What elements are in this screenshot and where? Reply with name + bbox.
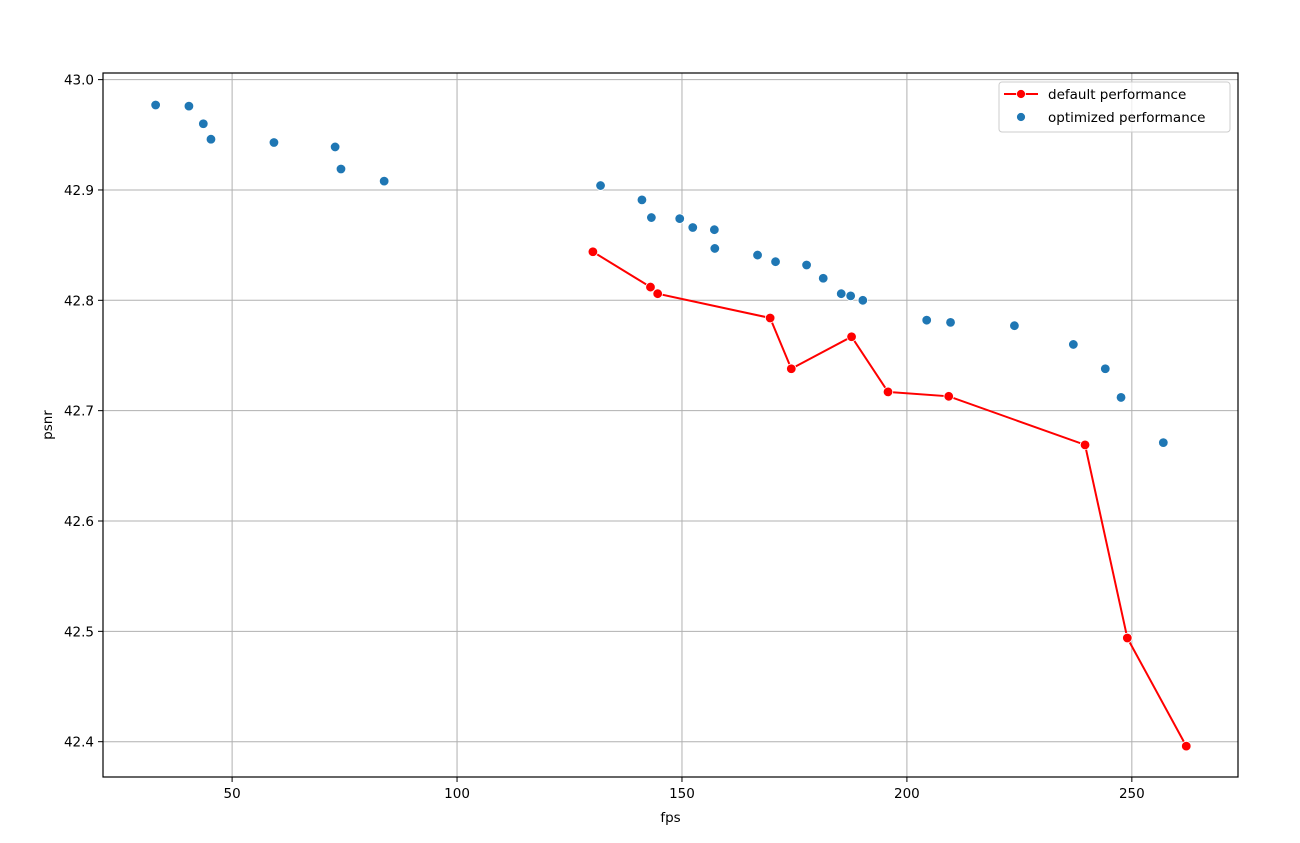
y-tick-label: 43.0	[64, 73, 94, 89]
legend-box	[998, 81, 1231, 133]
data-point	[845, 290, 856, 302]
y-axis-label: psnr	[40, 410, 56, 440]
data-point	[329, 141, 341, 153]
data-point	[818, 273, 829, 284]
y-tick-label: 42.6	[64, 514, 94, 530]
data-point	[587, 246, 599, 257]
legend: default performance optimized performanc…	[998, 81, 1231, 133]
grid-lines	[103, 73, 1238, 777]
data-point	[943, 391, 954, 402]
data-point	[921, 314, 932, 326]
data-point	[752, 249, 763, 261]
data-point	[709, 243, 721, 254]
data-point	[205, 134, 217, 145]
data-point	[595, 180, 606, 191]
x-axis-label: fps	[660, 810, 680, 826]
data-point	[801, 259, 812, 271]
x-tick-label: 250	[1119, 786, 1145, 802]
data-point	[183, 100, 195, 112]
data-point	[674, 213, 685, 224]
legend-item-optimized: optimized performance	[1016, 110, 1206, 126]
data-point	[857, 295, 869, 306]
plot-area	[150, 99, 1192, 752]
data-point	[709, 224, 720, 235]
series-default-performance	[587, 246, 1192, 752]
series-optimized-performance	[150, 99, 1169, 448]
data-point	[335, 163, 347, 175]
data-point	[1009, 320, 1020, 331]
x-tick-label: 200	[894, 786, 920, 802]
data-point	[1100, 363, 1111, 374]
data-point	[687, 222, 698, 233]
data-point	[150, 99, 161, 111]
x-tick-label: 50	[224, 786, 241, 802]
x-tick-label: 150	[669, 786, 695, 802]
legend-red-dot-icon	[1016, 89, 1026, 99]
data-point	[770, 256, 781, 267]
data-point	[1068, 339, 1079, 350]
data-point	[764, 312, 776, 324]
data-point	[1079, 439, 1091, 451]
data-point	[652, 288, 663, 299]
data-point	[198, 118, 209, 129]
data-point	[846, 331, 857, 342]
data-point	[646, 212, 657, 223]
data-point	[1158, 437, 1169, 448]
y-tick-label: 42.8	[64, 293, 94, 309]
y-tick-label: 42.9	[64, 183, 94, 199]
data-point	[645, 281, 656, 293]
y-tick-label: 42.5	[64, 624, 94, 640]
data-point	[268, 137, 280, 148]
y-tick-label: 42.4	[64, 735, 94, 751]
data-point	[1181, 740, 1192, 752]
data-point	[786, 363, 797, 374]
data-point	[945, 317, 956, 328]
data-point	[636, 194, 648, 206]
x-tick-label: 100	[444, 786, 470, 802]
y-tick-label: 42.7	[64, 404, 94, 420]
x-axis-ticks: 50 100 150 200 250	[224, 777, 1145, 802]
data-point	[378, 175, 390, 187]
data-point	[1122, 632, 1133, 644]
legend-item-default: default performance	[1004, 87, 1186, 103]
data-point	[882, 386, 894, 398]
data-point	[836, 288, 847, 299]
legend-label-default: default performance	[1048, 87, 1186, 103]
legend-blue-dot-icon	[1016, 112, 1026, 122]
legend-label-optimized: optimized performance	[1048, 110, 1206, 126]
data-point	[1115, 392, 1127, 403]
y-axis-ticks: 42.4 42.5 42.6 42.7 42.8 42.9 43.0	[64, 73, 103, 751]
plot-frame	[102, 72, 1239, 778]
